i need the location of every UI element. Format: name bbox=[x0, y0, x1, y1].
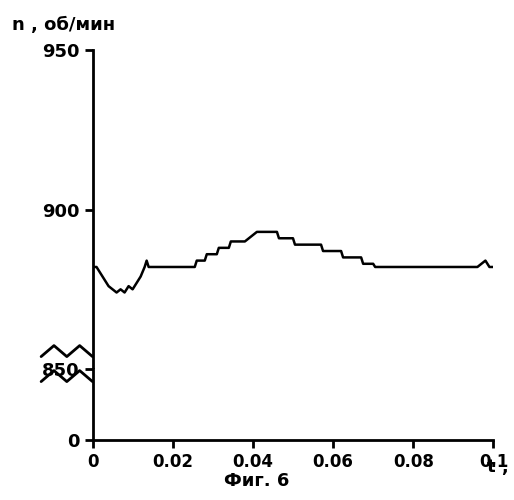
Y-axis label: n , об/мин: n , об/мин bbox=[12, 16, 116, 34]
Text: Фиг. 6: Фиг. 6 bbox=[224, 472, 290, 490]
X-axis label: t , с: t , с bbox=[487, 458, 514, 475]
